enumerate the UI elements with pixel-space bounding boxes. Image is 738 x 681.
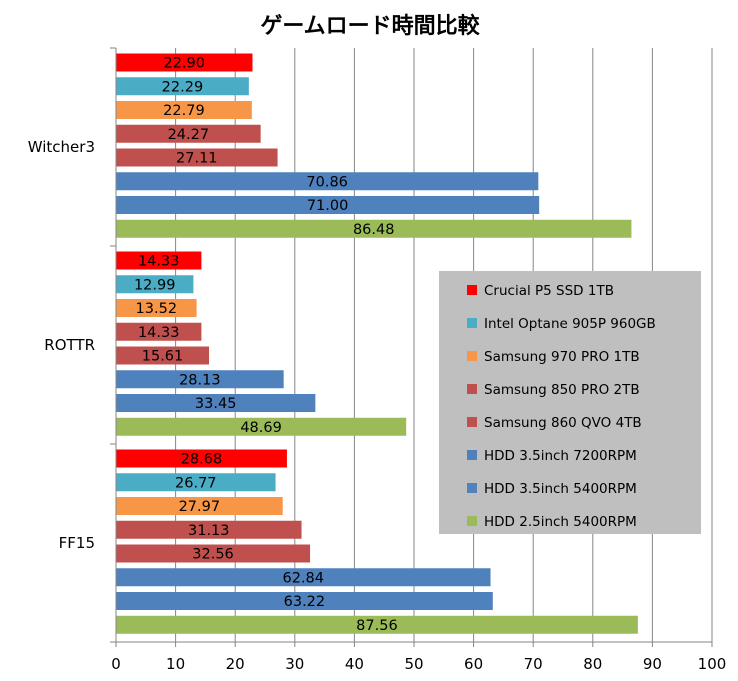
bar [116, 449, 287, 468]
data-label: 33.45 [195, 396, 237, 412]
data-label: 28.13 [179, 372, 221, 388]
legend: Crucial P5 SSD 1TB Intel Optane 905P 960G… [439, 271, 701, 534]
data-label: 87.56 [356, 618, 398, 634]
x-tick-label: 0 [111, 655, 121, 673]
data-label: 32.56 [192, 547, 234, 563]
chart-title: ゲームロード時間比較 [260, 13, 480, 39]
bar [116, 544, 311, 563]
data-label: 14.33 [138, 325, 180, 341]
data-label: 24.27 [168, 127, 210, 143]
bar [116, 615, 638, 634]
x-tick-label: 70 [524, 655, 543, 673]
data-label: 28.68 [181, 452, 223, 468]
bars: 22.90 22.29 22.79 24.27 27.11 70.86 71.0086.48… [116, 53, 638, 634]
x-tick-label: 40 [345, 655, 364, 673]
data-label: 27.97 [179, 499, 221, 515]
x-tick-label: 20 [226, 655, 245, 673]
bar [116, 219, 632, 238]
bar [116, 346, 210, 365]
legend-box [439, 271, 701, 534]
bar [116, 148, 278, 167]
bar [116, 53, 253, 72]
data-label: 22.79 [163, 103, 205, 119]
bar [116, 520, 302, 539]
axes: Witcher3 ROTTR FF15 0 10 20 30 40 50 60 70 80 90 100 [28, 47, 727, 673]
category-label: ROTTR [44, 336, 95, 354]
data-label: 48.69 [240, 420, 282, 436]
bar [116, 299, 197, 317]
data-label: 62.84 [283, 570, 325, 586]
data-label: 71.00 [307, 198, 349, 214]
bar [116, 568, 491, 587]
x-tick-label: 10 [166, 655, 185, 673]
legend-entry: Samsung 970 PRO 1TB [484, 349, 640, 365]
x-tick-label: 30 [285, 655, 304, 673]
category-label: Witcher3 [28, 138, 95, 156]
bar [116, 124, 261, 143]
legend-entry: Samsung 850 PRO 2TB [484, 382, 640, 398]
bar [116, 592, 493, 610]
bar [116, 497, 283, 515]
bar [116, 417, 407, 436]
data-label: 86.48 [353, 222, 395, 238]
bar [116, 394, 316, 412]
x-tick-label: 90 [643, 655, 662, 673]
data-label: 70.86 [306, 174, 348, 190]
data-label: 27.11 [176, 151, 218, 167]
data-label: 63.22 [284, 594, 326, 610]
legend-swatch [467, 351, 477, 361]
legend-swatch [467, 318, 477, 328]
bar [116, 172, 539, 191]
bar [116, 196, 540, 214]
legend-entry: HDD 2.5inch 5400RPM [484, 514, 637, 530]
data-label: 31.13 [188, 523, 230, 539]
bar [116, 473, 276, 492]
data-label: 22.90 [163, 56, 205, 72]
legend-swatch [467, 483, 477, 493]
bar [116, 275, 194, 294]
data-label: 12.99 [134, 277, 176, 293]
x-tick-label: 60 [464, 655, 483, 673]
legend-entry: Crucial P5 SSD 1TB [484, 283, 614, 299]
legend-swatch [467, 516, 477, 526]
legend-entry: HDD 3.5inch 7200RPM [484, 448, 637, 464]
x-tick-label: 80 [583, 655, 602, 673]
legend-swatch [467, 384, 477, 394]
legend-entry: HDD 3.5inch 5400RPM [484, 481, 637, 497]
legend-swatch [467, 285, 477, 295]
data-label: 26.77 [175, 475, 217, 491]
bar [116, 251, 202, 270]
bar [116, 101, 252, 119]
data-label: 15.61 [142, 349, 184, 365]
data-label: 13.52 [136, 301, 178, 317]
legend-entry: Samsung 860 QVO 4TB [484, 415, 642, 431]
category-label: FF15 [59, 534, 95, 552]
bar [116, 370, 284, 389]
legend-entry: Intel Optane 905P 960GB [484, 316, 656, 332]
data-label: 22.29 [162, 79, 204, 95]
x-tick-label: 100 [698, 655, 727, 673]
bar [116, 322, 202, 341]
legend-swatch [467, 417, 477, 427]
legend-swatch [467, 450, 477, 460]
data-label: 14.33 [138, 254, 180, 270]
x-tick-label: 50 [404, 655, 423, 673]
bar [116, 77, 249, 96]
